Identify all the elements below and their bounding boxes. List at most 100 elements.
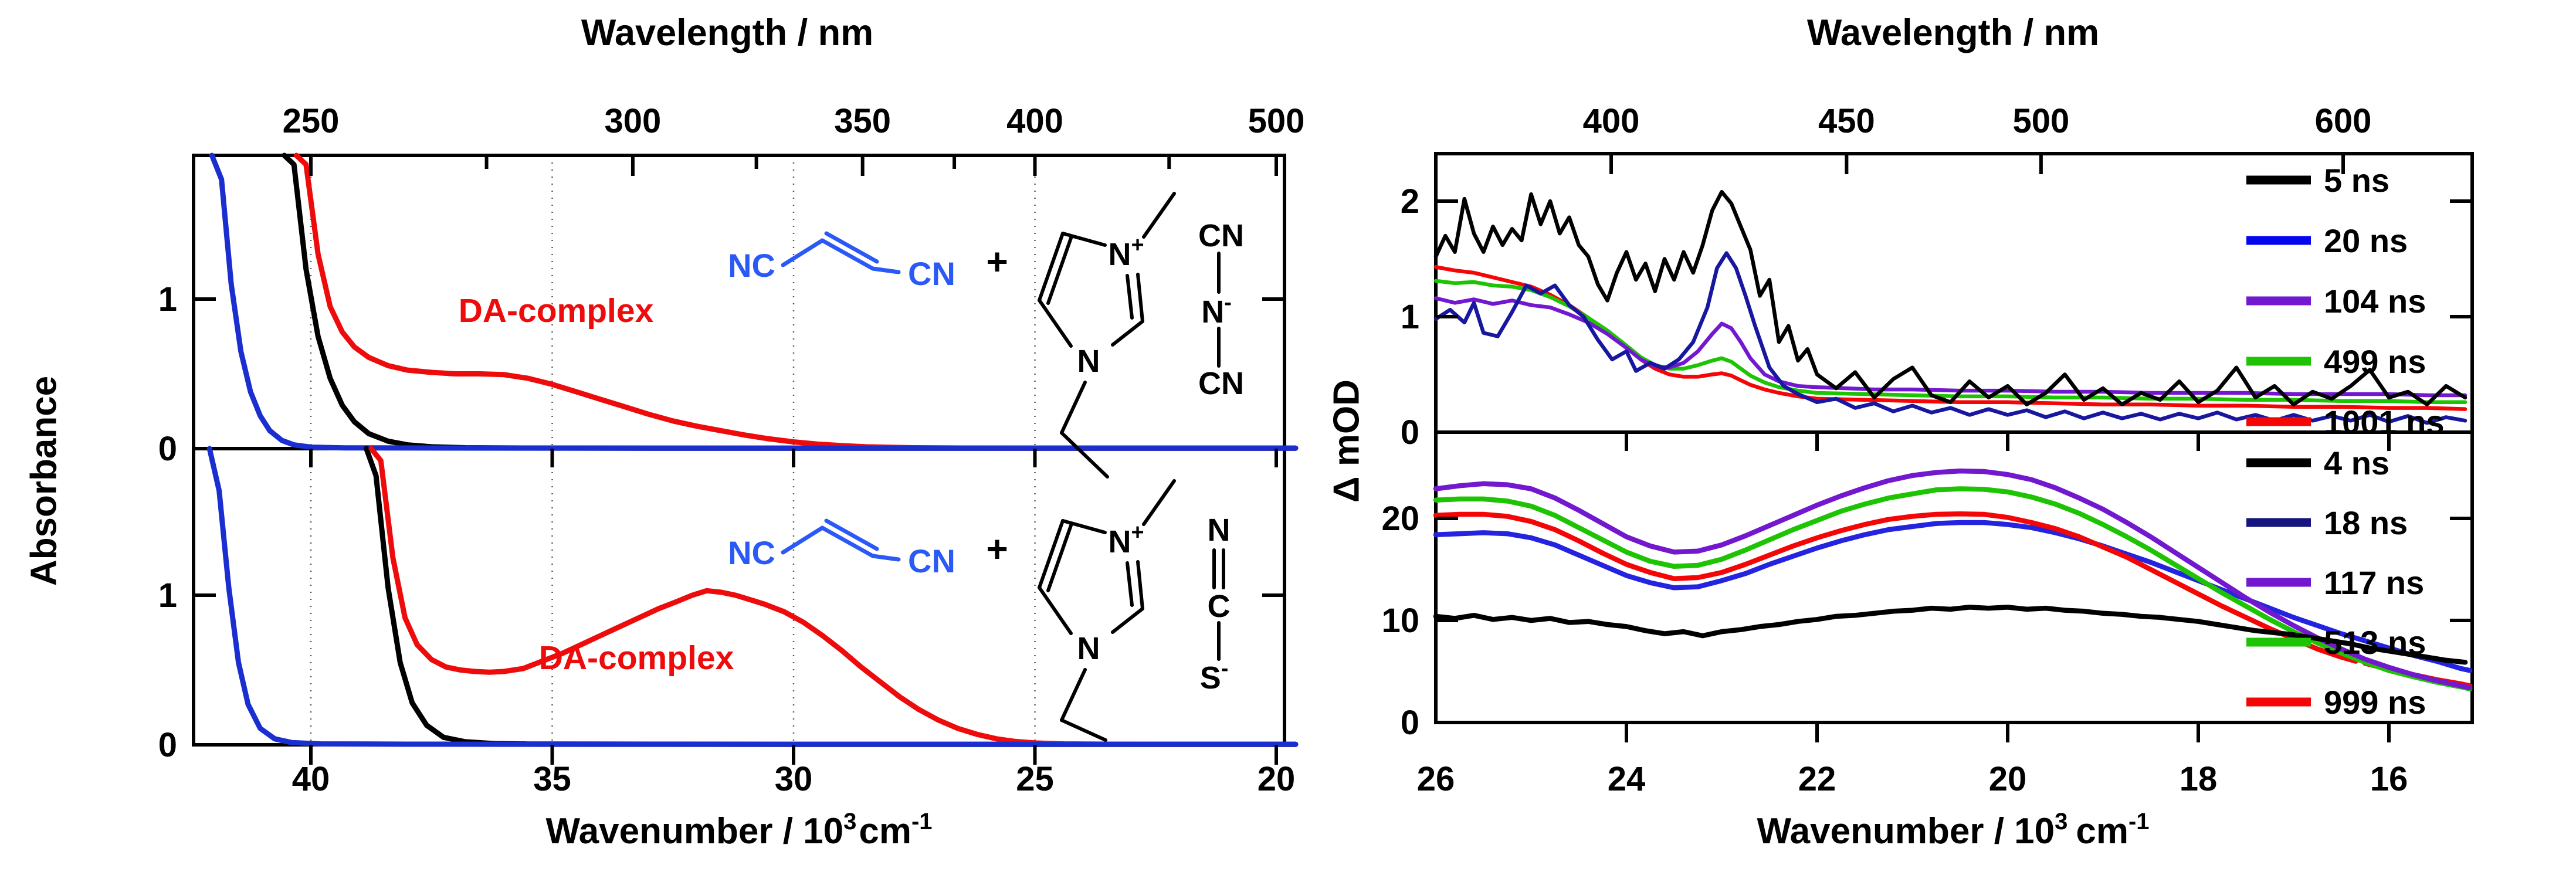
chem-label-N: N+ xyxy=(1108,233,1144,272)
right-x-axis-label-exponent: 3 xyxy=(2055,809,2068,834)
tick-label: 1 xyxy=(158,576,177,615)
tick-label: 350 xyxy=(834,102,891,140)
legend-label-1001-ns: 1001 ns xyxy=(2324,403,2445,440)
chem-label-CN: CN xyxy=(1198,218,1244,253)
tick-label: 24 xyxy=(1608,760,1646,798)
legend-label-117-ns: 117 ns xyxy=(2324,564,2424,601)
tick-label: 600 xyxy=(2315,102,2372,140)
bond-ion xyxy=(1142,479,1176,526)
tick-label: 1 xyxy=(158,280,177,318)
curve-transient-absorption-top-5-ns xyxy=(1433,189,2467,406)
right-top-axis-title: Wavelength / nm xyxy=(1806,12,2100,53)
bond-fumaronitrile xyxy=(824,518,879,551)
chem-label-CN: CN xyxy=(1198,366,1244,401)
bond-ion xyxy=(1060,431,1109,479)
tick-label: 40 xyxy=(292,760,330,798)
bond-ion xyxy=(1111,320,1144,347)
bond-ion xyxy=(1126,274,1134,320)
curve-uvvis-bottom-thiocyanate-black-curve xyxy=(364,446,1299,747)
bond-ion xyxy=(1038,519,1065,589)
legend-label-513-ns: 513 ns xyxy=(2324,624,2426,661)
legend-label-4-ns: 4 ns xyxy=(2324,445,2389,481)
bond-ion xyxy=(1038,232,1065,302)
right-x-axis-label: Wavenumber / 103 cm-1 xyxy=(1757,809,2150,852)
curve-transient-absorption-top-499-ns xyxy=(1433,279,2467,405)
left-x-axis-label-exponent: 3 xyxy=(843,809,857,834)
chem-label-C: C xyxy=(1208,589,1231,624)
left-x-axis-label-unit-exponent: -1 xyxy=(911,809,933,834)
legend-label-104-ns: 104 ns xyxy=(2324,283,2426,320)
bond-fumaronitrile xyxy=(870,554,901,562)
left-x-axis-label-text: Wavenumber / 10 xyxy=(545,811,844,852)
tick-label: 0 xyxy=(1401,413,1419,452)
tick-label: 0 xyxy=(158,430,177,468)
bond-ion xyxy=(1126,561,1134,607)
tick-label: 20 xyxy=(1258,760,1296,798)
bond-ion xyxy=(1136,273,1144,323)
tick-label: 2 xyxy=(1401,182,1419,220)
left-top-axis-title: Wavelength / nm xyxy=(581,12,874,53)
bond-ion xyxy=(1038,586,1073,635)
tick-label: 0 xyxy=(158,726,177,764)
curve-uvvis-bottom-thiocyanate-da-complex-red xyxy=(368,446,1299,747)
chem-label-+: + xyxy=(986,240,1008,283)
panel-frame-0 xyxy=(192,154,1286,450)
legend-label-999-ns: 999 ns xyxy=(2324,684,2426,721)
bond-fumaronitrile xyxy=(820,238,875,271)
bond-ion xyxy=(1060,718,1107,742)
tick-label: 30 xyxy=(775,760,813,798)
tick-label: 18 xyxy=(2180,760,2218,798)
right-x-axis-label-unit: cm xyxy=(2076,811,2128,852)
bond-ion xyxy=(1060,668,1087,722)
bond-fumaronitrile xyxy=(781,238,825,267)
tick-label: 500 xyxy=(1248,102,1305,140)
tick-label: 16 xyxy=(2370,760,2408,798)
chem-label-N: N xyxy=(1077,631,1100,666)
left-x-axis-label-unit: cm xyxy=(859,811,911,852)
chem-label-CN: CN xyxy=(908,542,955,579)
legend-label-499-ns: 499 ns xyxy=(2324,343,2426,380)
tick-label: 26 xyxy=(1417,760,1455,798)
tick-label: 450 xyxy=(1818,102,1875,140)
curve-transient-absorption-bottom-999-ns xyxy=(1433,511,2473,688)
right-x-axis-label-unit-exponent: -1 xyxy=(2128,809,2150,834)
bond-ion xyxy=(1046,522,1073,592)
curve-uvvis-top-dicyanamide-black-curve xyxy=(282,152,1299,451)
curve-uvvis-top-dicyanamide-da-complex-red xyxy=(293,152,1299,451)
chem-label-NC: NC xyxy=(728,534,775,571)
bond-ion xyxy=(1046,235,1073,305)
chem-label-N: N+ xyxy=(1108,520,1144,559)
tick-label: 20 xyxy=(1989,760,2027,798)
tick-label: 500 xyxy=(2012,102,2069,140)
da-complex-label-top: DA-complex xyxy=(458,292,654,330)
chem-label-S: S- xyxy=(1200,656,1229,696)
tick-label: 400 xyxy=(1583,102,1640,140)
chem-label-N: N- xyxy=(1201,290,1232,330)
tick-label: 0 xyxy=(1401,704,1419,742)
legend-label-5-ns: 5 ns xyxy=(2324,162,2389,199)
tick-label: 25 xyxy=(1016,760,1054,798)
tick-label: 22 xyxy=(1798,760,1836,798)
bond-fumaronitrile xyxy=(870,266,901,274)
tick-label: 400 xyxy=(1006,102,1063,140)
legend-label-20-ns: 20 ns xyxy=(2324,222,2408,259)
tick-label: 300 xyxy=(605,102,662,140)
bond-ion xyxy=(1061,519,1107,534)
bond-fumaronitrile xyxy=(781,525,825,555)
right-x-axis-label-text: Wavenumber / 10 xyxy=(1757,811,2055,852)
tick-label: 10 xyxy=(1381,602,1419,640)
curve-uvvis-bottom-thiocyanate-blue-curve xyxy=(206,446,1299,747)
chem-label-N: N xyxy=(1077,344,1100,379)
chem-label-CN: CN xyxy=(908,255,955,292)
tick-label: 35 xyxy=(533,760,571,798)
legend-label-18-ns: 18 ns xyxy=(2324,504,2408,541)
right-y-axis-label: Δ mOD xyxy=(1326,379,1367,503)
bond-fumaronitrile xyxy=(824,231,879,264)
panel-frame-3 xyxy=(1434,430,2474,724)
chem-label-NC: NC xyxy=(728,247,775,284)
curve-transient-absorption-top-1001-ns xyxy=(1433,265,2467,411)
bond-ion xyxy=(1038,298,1073,348)
curve-transient-absorption-bottom-117-ns xyxy=(1433,468,2473,691)
